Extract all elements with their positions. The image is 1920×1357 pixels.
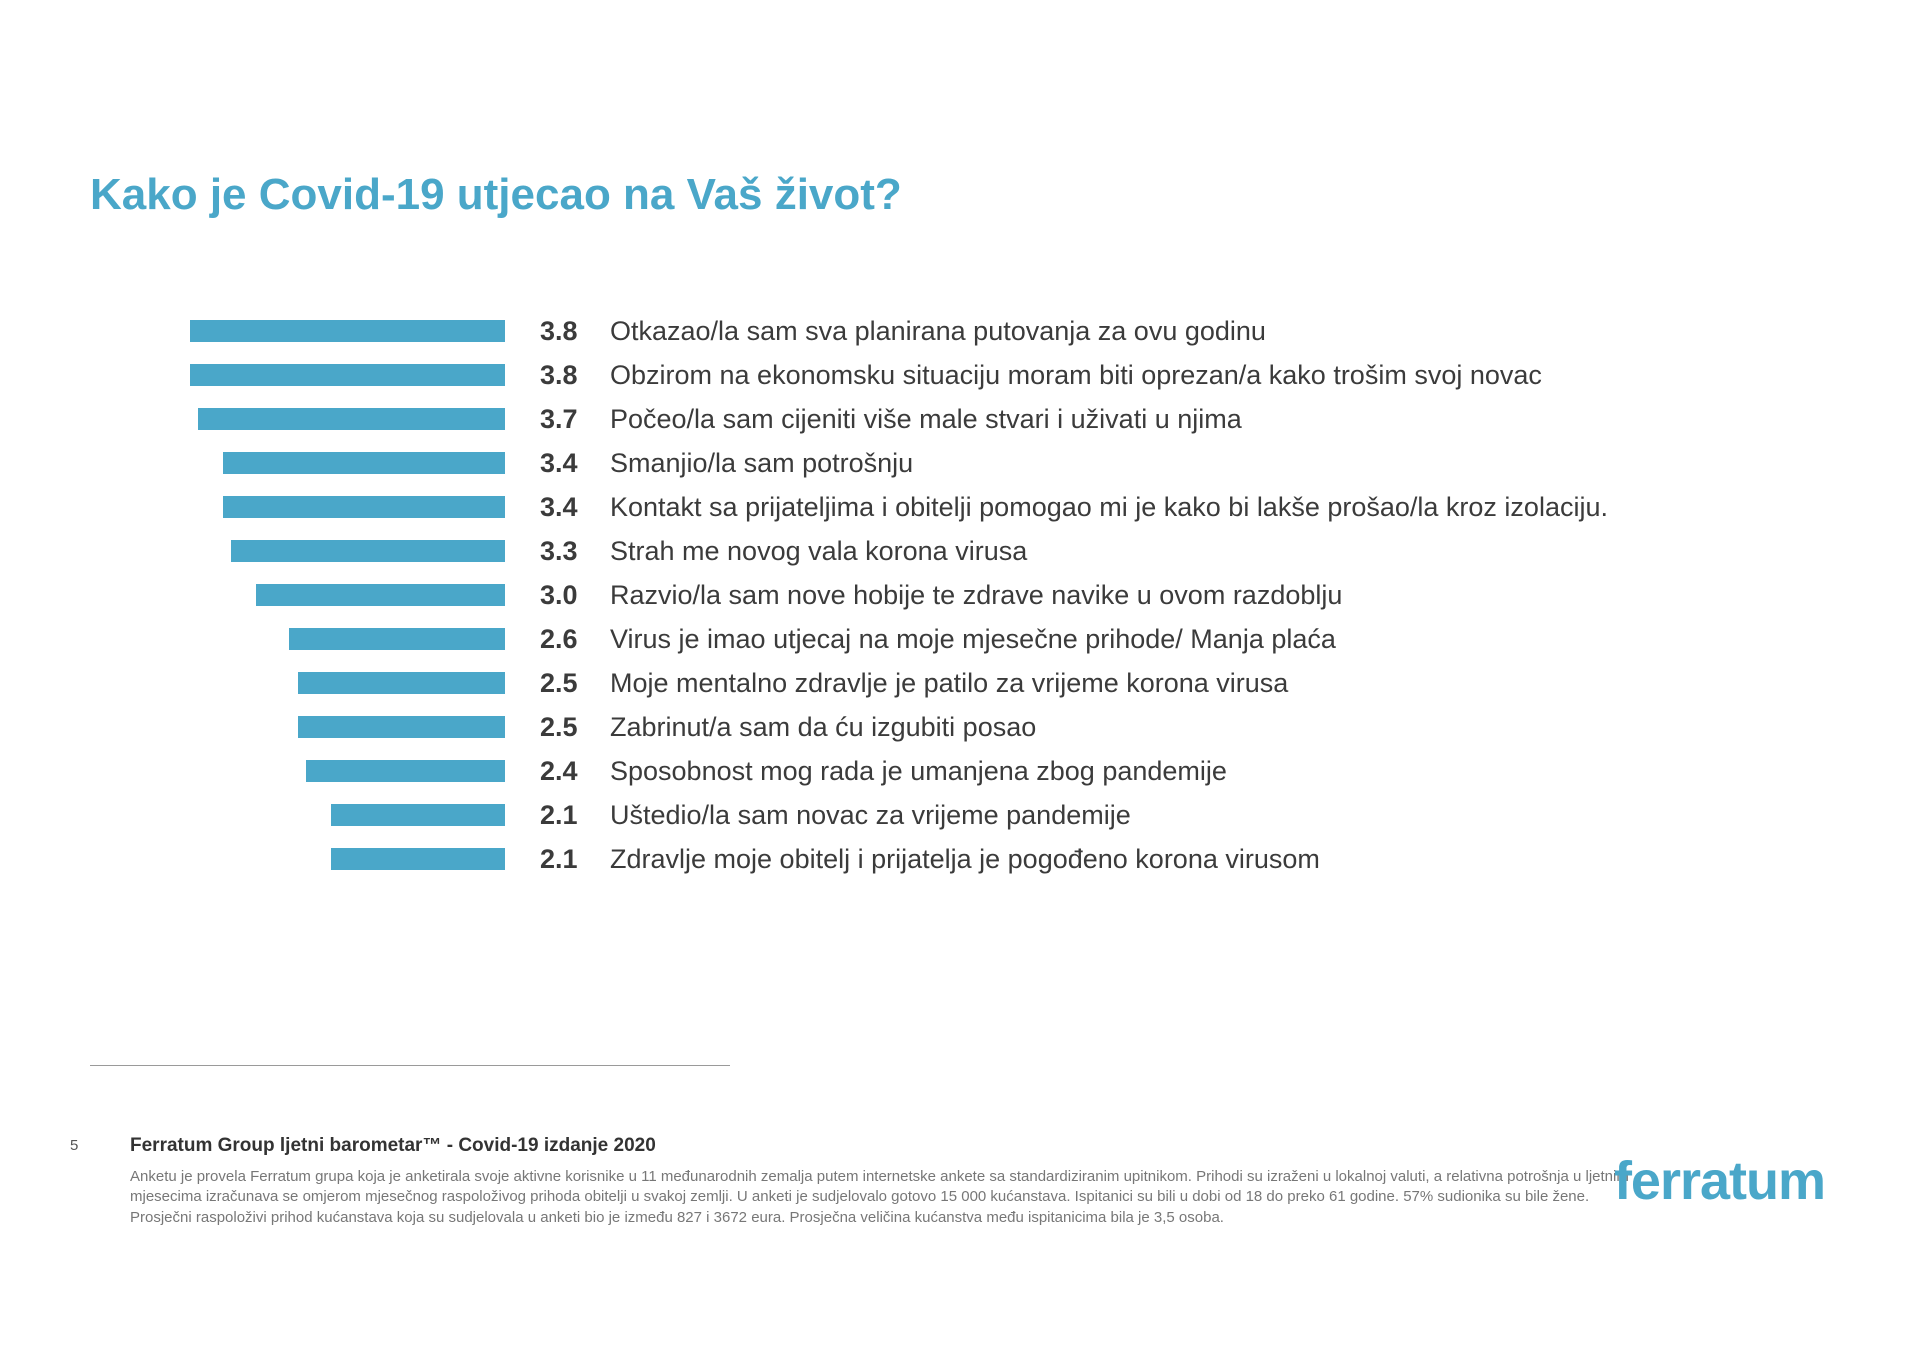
bar-track: [90, 364, 505, 386]
chart-row: 3.7Počeo/la sam cijeniti više male stvar…: [90, 403, 1830, 435]
bar: [289, 628, 505, 650]
bar-track: [90, 804, 505, 826]
bar-track: [90, 672, 505, 694]
bar: [198, 408, 505, 430]
impact-bar-chart: 3.8Otkazao/la sam sva planirana putovanj…: [90, 315, 1830, 875]
bar-value: 2.4: [540, 756, 610, 787]
bar: [298, 716, 506, 738]
bar-track: [90, 848, 505, 870]
bar-label: Zdravlje moje obitelj i prijatelja je po…: [610, 844, 1320, 875]
chart-row: 2.1Zdravlje moje obitelj i prijatelja je…: [90, 843, 1830, 875]
bar-value: 3.8: [540, 360, 610, 391]
page-title: Kako je Covid-19 utjecao na Vaš život?: [90, 170, 1830, 220]
bar-label: Uštedio/la sam novac za vrijeme pandemij…: [610, 800, 1131, 831]
bar-value: 3.8: [540, 316, 610, 347]
bar-label: Zabrinut/a sam da ću izgubiti posao: [610, 712, 1036, 743]
chart-row: 3.4Smanjio/la sam potrošnju: [90, 447, 1830, 479]
bar-track: [90, 628, 505, 650]
bar: [190, 320, 505, 342]
footer-note: Anketu je provela Ferratum grupa koja je…: [130, 1167, 1650, 1228]
chart-row: 2.4Sposobnost mog rada je umanjena zbog …: [90, 755, 1830, 787]
bar-value: 3.4: [540, 448, 610, 479]
bar-track: [90, 320, 505, 342]
page-number: 5: [70, 1135, 130, 1154]
bar-label: Sposobnost mog rada je umanjena zbog pan…: [610, 756, 1227, 787]
bar-value: 2.6: [540, 624, 610, 655]
bar-track: [90, 452, 505, 474]
bar-label: Otkazao/la sam sva planirana putovanja z…: [610, 316, 1266, 347]
bar-track: [90, 716, 505, 738]
bar-track: [90, 760, 505, 782]
footer: 5 Ferratum Group ljetni barometar™ - Cov…: [70, 1135, 1830, 1228]
bar-label: Strah me novog vala korona virusa: [610, 536, 1027, 567]
chart-row: 3.0Razvio/la sam nove hobije te zdrave n…: [90, 579, 1830, 611]
chart-row: 2.1Uštedio/la sam novac za vrijeme pande…: [90, 799, 1830, 831]
bar: [306, 760, 505, 782]
bar-label: Počeo/la sam cijeniti više male stvari i…: [610, 404, 1242, 435]
bar-label: Smanjio/la sam potrošnju: [610, 448, 913, 479]
chart-row: 3.8Obzirom na ekonomsku situaciju moram …: [90, 359, 1830, 391]
bar: [256, 584, 505, 606]
bar: [331, 804, 505, 826]
bar-label: Obzirom na ekonomsku situaciju moram bit…: [610, 360, 1542, 391]
ferratum-logo: ferratum: [1614, 1150, 1825, 1212]
bar-label: Razvio/la sam nove hobije te zdrave navi…: [610, 580, 1342, 611]
bar-value: 2.1: [540, 800, 610, 831]
bar-value: 2.5: [540, 668, 610, 699]
chart-row: 3.4Kontakt sa prijateljima i obitelji po…: [90, 491, 1830, 523]
bar-value: 3.3: [540, 536, 610, 567]
bar-value: 3.0: [540, 580, 610, 611]
bar-label: Kontakt sa prijateljima i obitelji pomog…: [610, 492, 1608, 523]
bar-track: [90, 540, 505, 562]
bar: [223, 452, 505, 474]
slide-page: Kako je Covid-19 utjecao na Vaš život? 3…: [0, 0, 1920, 1357]
footer-divider: [90, 1065, 730, 1066]
chart-row: 2.5Moje mentalno zdravlje je patilo za v…: [90, 667, 1830, 699]
chart-row: 2.5Zabrinut/a sam da ću izgubiti posao: [90, 711, 1830, 743]
chart-row: 3.3Strah me novog vala korona virusa: [90, 535, 1830, 567]
bar-track: [90, 496, 505, 518]
footer-content: Ferratum Group ljetni barometar™ - Covid…: [130, 1135, 1660, 1228]
bar-track: [90, 408, 505, 430]
bar: [223, 496, 505, 518]
bar: [231, 540, 505, 562]
bar-value: 3.4: [540, 492, 610, 523]
chart-row: 2.6Virus je imao utjecaj na moje mjesečn…: [90, 623, 1830, 655]
bar-label: Virus je imao utjecaj na moje mjesečne p…: [610, 624, 1336, 655]
bar-value: 3.7: [540, 404, 610, 435]
bar-value: 2.1: [540, 844, 610, 875]
bar: [331, 848, 505, 870]
bar-value: 2.5: [540, 712, 610, 743]
footer-title: Ferratum Group ljetni barometar™ - Covid…: [130, 1135, 1660, 1157]
chart-row: 3.8Otkazao/la sam sva planirana putovanj…: [90, 315, 1830, 347]
bar-track: [90, 584, 505, 606]
bar: [190, 364, 505, 386]
bar: [298, 672, 506, 694]
bar-label: Moje mentalno zdravlje je patilo za vrij…: [610, 668, 1288, 699]
